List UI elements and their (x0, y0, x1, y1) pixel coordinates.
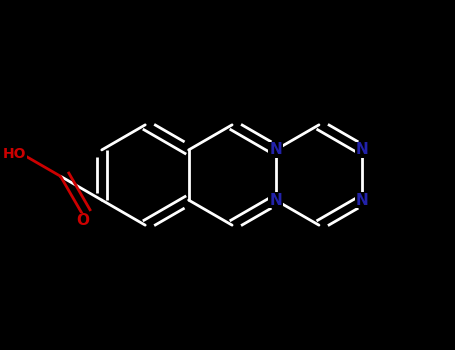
Text: N: N (356, 142, 369, 158)
Text: N: N (269, 193, 282, 208)
Text: O: O (76, 214, 90, 229)
Text: HO: HO (3, 147, 26, 161)
Text: N: N (356, 193, 369, 208)
Text: N: N (269, 142, 282, 158)
